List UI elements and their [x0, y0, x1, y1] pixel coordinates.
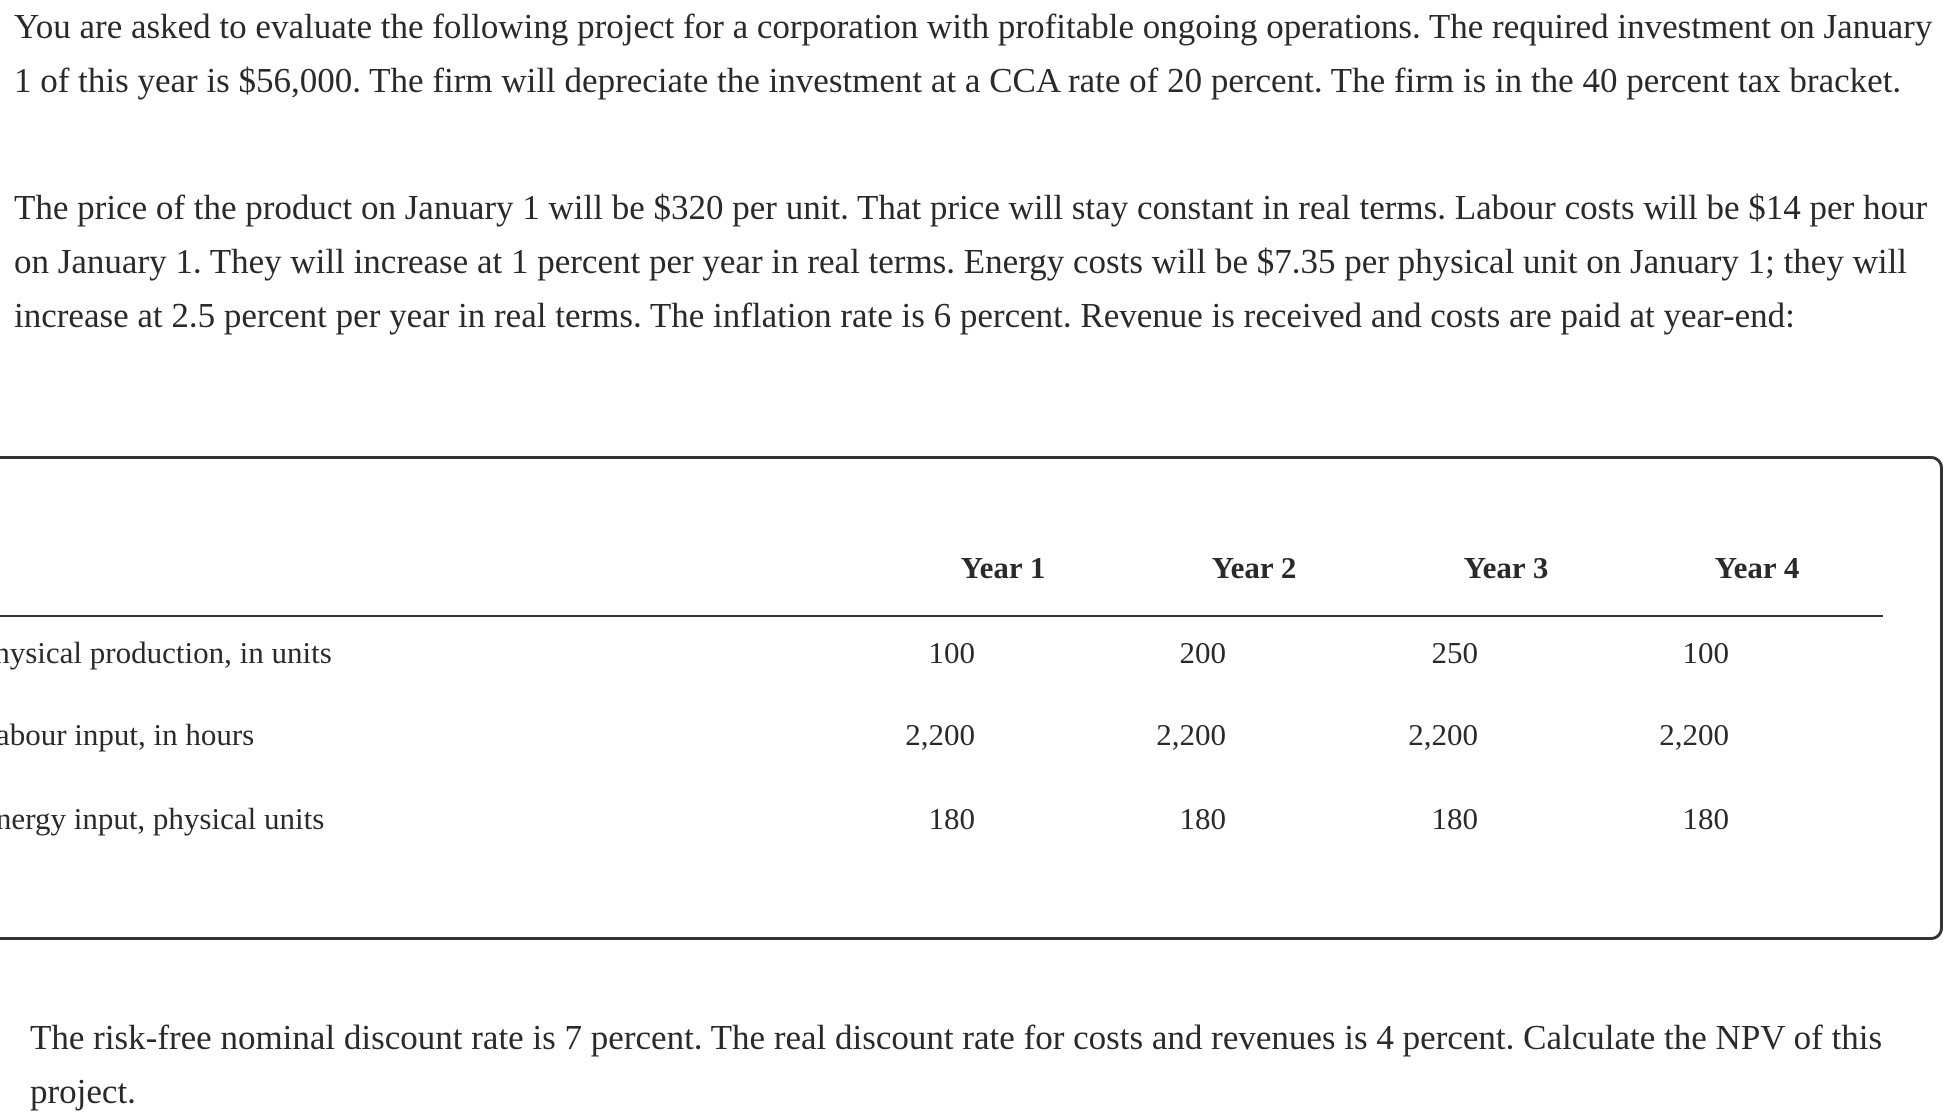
cell-value: 2,200	[1408, 717, 1478, 752]
column-header: Year 4	[1714, 550, 1800, 585]
row-label: Physical production, in units	[0, 635, 332, 670]
table: Year 1 Year 2 Year 3 Year 4 Physical product…	[0, 456, 1943, 940]
column-header: Year 2	[1211, 550, 1297, 585]
cell-value: 180	[1431, 801, 1479, 836]
cell-value: 100	[928, 635, 976, 670]
cell-value: 180	[928, 801, 976, 836]
paragraph: You are asked to evaluate the following …	[14, 7, 1933, 100]
cell-value: 2,200	[905, 717, 975, 752]
cell-value: 180	[1179, 801, 1227, 836]
paragraph: The risk-free nominal discount rate is 7…	[30, 1018, 1883, 1111]
paragraph: The price of the product on January 1 wi…	[14, 188, 1928, 335]
cell-value: 250	[1431, 635, 1479, 670]
row-label: Energy input, physical units	[0, 801, 325, 836]
cell-value: 180	[1682, 801, 1730, 836]
row-label: Labour input, in hours	[0, 717, 255, 752]
cell-value: 100	[1682, 635, 1730, 670]
cell-value: 200	[1179, 635, 1227, 670]
cell-value: 2,200	[1156, 717, 1226, 752]
cell-value: 2,200	[1659, 717, 1729, 752]
column-header: Year 3	[1463, 550, 1549, 585]
header-rule	[0, 615, 1883, 617]
column-header: Year 1	[960, 550, 1046, 585]
